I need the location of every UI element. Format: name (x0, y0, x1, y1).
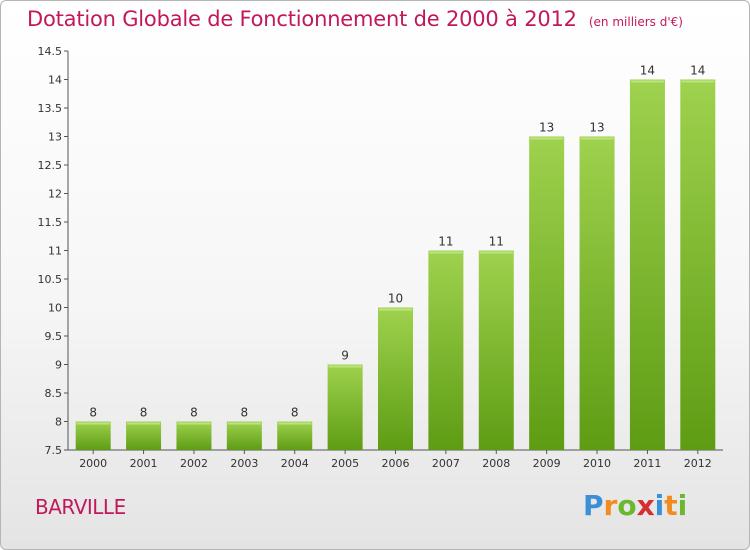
y-tick-label: 10 (48, 302, 62, 315)
x-tick-label: 2012 (684, 457, 712, 470)
chart-subtitle: (en milliers d'€) (588, 15, 683, 29)
data-label: 13 (539, 121, 554, 135)
bar-highlight (76, 422, 110, 425)
y-axis: 7.5 8 8.5 9 9.5 10 10.5 11 11.5 12 12.5 13 13.5 14 14.… (38, 45, 69, 457)
logo-letter: t (664, 489, 677, 522)
x-tick-label: 2003 (230, 457, 258, 470)
bar (277, 421, 313, 450)
y-tick-label: 9 (55, 359, 62, 372)
y-tick-label: 12 (48, 188, 62, 201)
logo-letter: r (604, 489, 618, 522)
bar (629, 79, 665, 450)
bar-highlight (681, 80, 715, 83)
title-row: Dotation Globale de Fonctionnement de 20… (27, 7, 683, 31)
x-tick-label: 2001 (130, 457, 158, 470)
data-label: 11 (489, 235, 504, 249)
x-tick-label: 2005 (331, 457, 359, 470)
bar-highlight (429, 251, 463, 254)
proxiti-logo[interactable]: Proxiti (581, 487, 691, 523)
bar-highlight (379, 308, 412, 311)
y-tick-label: 8.5 (45, 387, 63, 400)
bar (226, 421, 262, 450)
bar (75, 421, 111, 450)
y-tick-label: 12.5 (38, 159, 63, 172)
data-label: 14 (640, 64, 655, 78)
data-label: 8 (140, 406, 148, 420)
bar-highlight (227, 422, 261, 425)
logo-letter: x (637, 489, 655, 522)
bars (75, 79, 716, 450)
bar (478, 250, 514, 450)
y-tick-label: 8 (55, 416, 62, 429)
y-tick-label: 11.5 (38, 216, 63, 229)
bar-highlight (479, 251, 513, 254)
bar (428, 250, 464, 450)
y-tick-label: 13 (48, 131, 62, 144)
bar-highlight (177, 422, 211, 425)
x-tick-label: 2010 (583, 457, 611, 470)
bar-highlight (630, 80, 664, 83)
bar (680, 79, 716, 450)
logo-letter: P (583, 489, 604, 522)
y-tick-label: 10.5 (38, 273, 63, 286)
bar (579, 136, 615, 450)
logo-letter: i (655, 489, 665, 522)
logo-letter: i (678, 489, 688, 522)
y-tick-label: 9.5 (45, 330, 63, 343)
bar (176, 421, 212, 450)
x-tick-label: 2007 (432, 457, 460, 470)
y-tick-label: 14.5 (38, 45, 63, 58)
y-tick-label: 13.5 (38, 102, 63, 115)
y-tick-label: 14 (48, 74, 62, 87)
x-tick-label: 2004 (281, 457, 309, 470)
x-tick-label: 2011 (633, 457, 661, 470)
y-tick-label: 11 (48, 245, 62, 258)
x-tick-label: 2000 (79, 457, 107, 470)
x-tick-label: 2006 (382, 457, 410, 470)
bar (327, 364, 363, 450)
data-label: 13 (589, 121, 604, 135)
bar-highlight (127, 422, 161, 425)
logo-letter: o (617, 489, 636, 522)
bar (378, 307, 413, 450)
bar-highlight (530, 137, 564, 140)
bar-highlight (580, 137, 614, 140)
x-axis: 2000 2001 2002 2003 2004 2005 2006 2007 2008 2009… (68, 449, 723, 470)
data-label: 8 (190, 406, 198, 420)
bar (126, 421, 162, 450)
data-label: 9 (341, 349, 349, 363)
data-label: 10 (388, 292, 403, 306)
data-label: 8 (291, 406, 299, 420)
data-labels: 8 8 8 8 8 9 10 11 11 13 13 14 14 (89, 64, 705, 420)
data-label: 11 (438, 235, 453, 249)
bar-highlight (328, 365, 362, 368)
commune-name: BARVILLE (35, 495, 126, 519)
y-tick-label: 7.5 (45, 444, 63, 457)
data-label: 8 (241, 406, 249, 420)
bar (529, 136, 565, 450)
data-label: 14 (690, 64, 705, 78)
svg-text:Proxiti: Proxiti (583, 489, 687, 522)
chart-title: Dotation Globale de Fonctionnement de 20… (27, 7, 577, 31)
bar-highlight (278, 422, 312, 425)
x-tick-label: 2002 (180, 457, 208, 470)
x-tick-label: 2008 (482, 457, 510, 470)
data-label: 8 (89, 406, 97, 420)
x-tick-label: 2009 (533, 457, 561, 470)
